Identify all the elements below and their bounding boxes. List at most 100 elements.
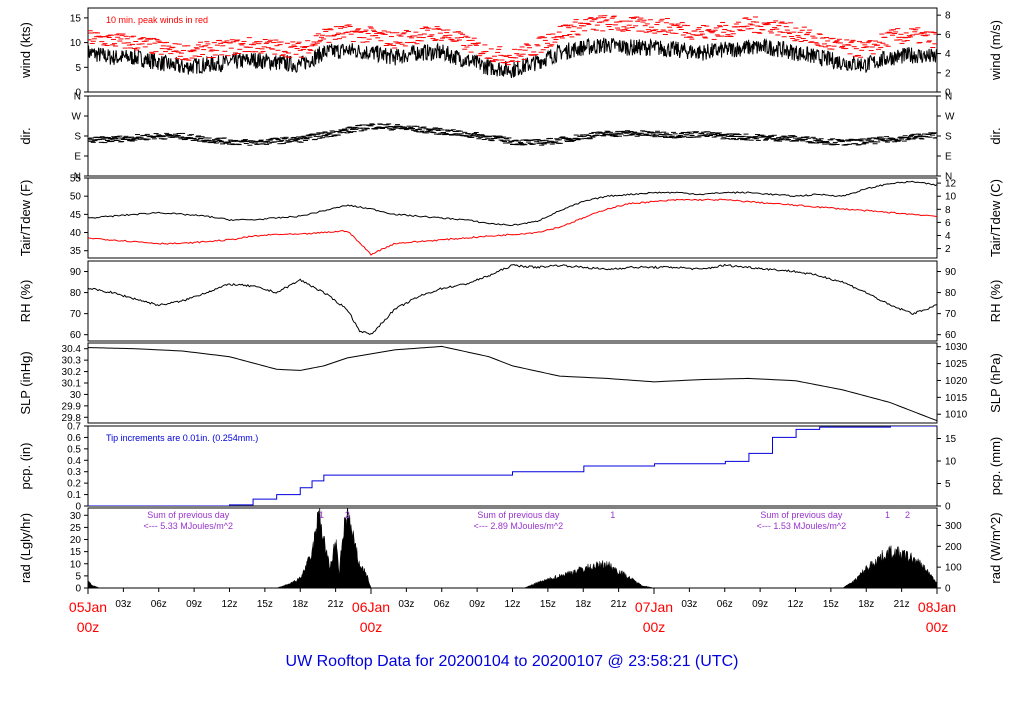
y-tick-label: 5: [75, 571, 81, 582]
y-tick-label: 0: [75, 502, 81, 513]
y-right-tick-label: N: [945, 172, 952, 183]
y-right-tick-label: 100: [945, 563, 962, 574]
y-tick-label: W: [72, 112, 82, 123]
y-right-tick-label: 4: [945, 49, 951, 60]
annotation-wind: 10 min. peak winds in red: [106, 15, 208, 25]
plot-area-wind: [88, 15, 937, 79]
x-tick-label: 15z: [823, 599, 839, 610]
y-right-tick-label: 70: [945, 309, 957, 320]
x-tick-label: 12z: [221, 599, 237, 610]
series-10-min-peak: [88, 15, 937, 66]
x-day-label: 06Jan: [352, 599, 390, 615]
y-tick-label: 0.1: [67, 490, 81, 501]
y-right-tick-label: 2: [945, 68, 951, 79]
x-tick-label: 18z: [292, 599, 308, 610]
y-right-tick-label: 1015: [945, 393, 968, 404]
radiation-marker: 1: [885, 510, 890, 520]
x-tick-label: 09z: [469, 599, 485, 610]
panel-wind: 0 5 10 15 0 2 4 6 8 wind (kts) wind (m/s) 10 min. p…: [18, 7, 1003, 99]
y-axis-right-label-rh: RH (%): [988, 280, 1003, 323]
y-right-tick-label: 0: [945, 88, 951, 99]
plot-area-dir: [88, 123, 937, 146]
x-tick-label: 03z: [398, 599, 414, 610]
y-right-tick-label: 0: [945, 584, 951, 595]
x-tick-label: 06z: [151, 599, 167, 610]
y-right-tick-label: 10: [945, 192, 957, 203]
radiation-sum-label: Sum of previous day: [147, 510, 230, 520]
y-right-tick-label: 80: [945, 288, 957, 299]
y-axis-label-slp: SLP (inHg): [18, 351, 33, 414]
x-tick-label: 12z: [787, 599, 803, 610]
annotation-pcp: Tip increments are 0.01in. (0.254mm.): [106, 433, 258, 443]
y-axis-label-dir: dir.: [18, 127, 33, 144]
x-day-hour-label: 00z: [77, 619, 100, 635]
y-right-tick-label: 12: [945, 179, 957, 190]
y-tick-label: 15: [70, 13, 82, 24]
x-tick-label: 12z: [504, 599, 520, 610]
y-tick-label: 15: [70, 547, 82, 558]
x-day-hour-label: 00z: [926, 619, 949, 635]
plot-area-temp: [88, 180, 937, 256]
panel-rh: 60 70 80 90 60 70 80 90 RH (%) RH (%): [18, 260, 1003, 342]
y-tick-label: 30: [70, 390, 82, 401]
y-right-tick-label: 0: [945, 502, 951, 513]
y-tick-label: N: [74, 172, 81, 183]
plot-area-slp: [88, 345, 937, 422]
y-tick-label: 45: [70, 210, 82, 221]
y-tick-label: 30: [70, 511, 82, 522]
radiation-sum-label: Sum of previous day: [477, 510, 560, 520]
y-tick-label: N: [74, 92, 81, 103]
x-tick-label: 03z: [115, 599, 131, 610]
radiation-marker: 1: [610, 510, 615, 520]
y-tick-label: 25: [70, 523, 82, 534]
y-tick-label: 55: [70, 174, 82, 185]
y-axis-right-label-dir: dir.: [988, 127, 1003, 144]
y-right-tick-label: 1030: [945, 342, 968, 353]
y-right-tick-label: 5: [945, 479, 951, 490]
y-tick-label: 30.2: [62, 367, 82, 378]
y-right-tick-label: 90: [945, 267, 957, 278]
y-right-tick-label: 6: [945, 30, 951, 41]
chart-x-axis: 03z 06z 09z 12z 15z 18z 21z 03z 06z 09z 12z 15z 18z 2…: [69, 588, 956, 635]
y-tick-label: 10: [70, 38, 82, 49]
y-tick-label: 70: [70, 309, 82, 320]
y-right-tick-label: 60: [945, 330, 957, 341]
y-tick-label: E: [74, 152, 81, 163]
series-tdew: [88, 198, 937, 256]
y-tick-label: 29.9: [62, 401, 82, 412]
x-tick-label: 03z: [681, 599, 697, 610]
y-tick-label: 30.1: [62, 379, 82, 390]
panel-temp: 35 40 45 50 55 2 4 6 8 10 12 Tair/Tdew (F) Tair/Tdew…: [18, 174, 1003, 259]
x-tick-label: 21z: [894, 599, 910, 610]
x-day-label: 05Jan: [69, 599, 107, 615]
radiation-sum-label: Sum of previous day: [760, 510, 843, 520]
y-right-tick-label: 2: [945, 244, 951, 255]
x-day-label: 07Jan: [635, 599, 673, 615]
y-right-tick-label: 1025: [945, 359, 968, 370]
y-tick-label: 30.3: [62, 356, 82, 367]
x-day-hour-label: 00z: [360, 619, 383, 635]
y-axis-label-rh: RH (%): [18, 280, 33, 323]
panel-frame-dir: [87, 95, 938, 177]
x-tick-label: 21z: [611, 599, 627, 610]
y-right-tick-label: 200: [945, 542, 962, 553]
y-tick-label: 0.6: [67, 433, 81, 444]
y-right-tick-label: W: [945, 112, 955, 123]
radiation-marker: 1: [319, 510, 324, 520]
series-wind-direction: [88, 123, 937, 146]
x-tick-label: 21z: [328, 599, 344, 610]
y-tick-label: 0.4: [67, 456, 81, 467]
plot-area-rh: [88, 263, 937, 336]
y-right-tick-label: 8: [945, 11, 951, 22]
x-tick-label: 18z: [858, 599, 874, 610]
plot-area-pcp: [88, 426, 937, 506]
y-axis-label-pcp: pcp. (in): [18, 443, 33, 490]
y-tick-label: 0: [75, 88, 81, 99]
radiation-sum-value: <--- 2.89 MJoules/m^2: [474, 521, 564, 531]
